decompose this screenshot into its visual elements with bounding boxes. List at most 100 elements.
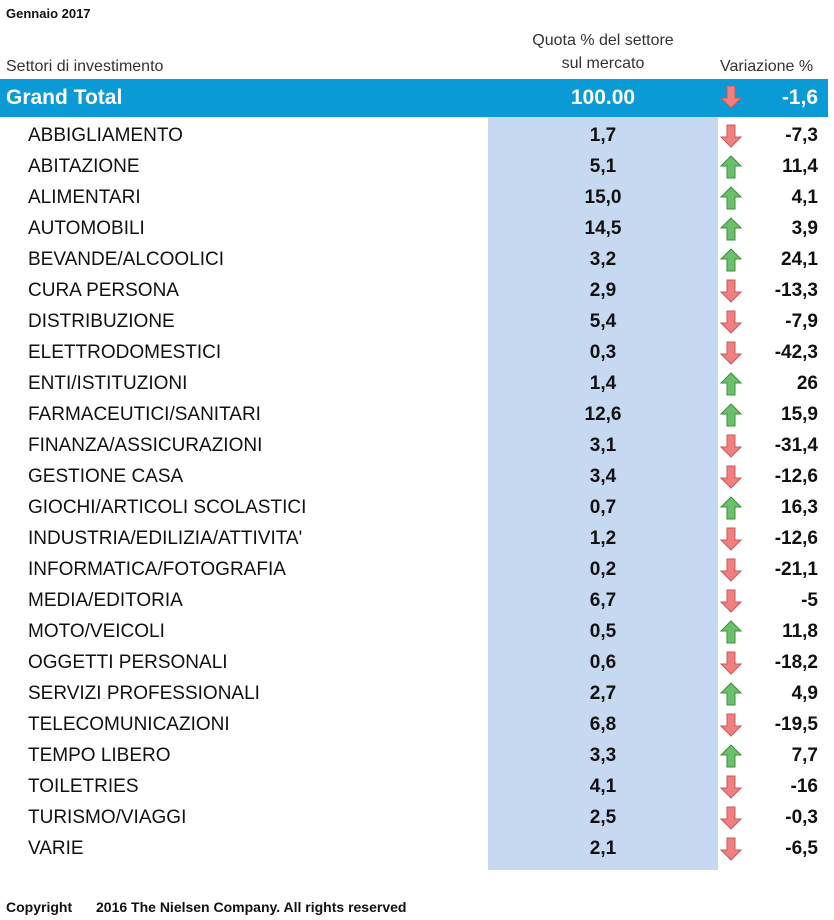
table-row: ALIMENTARI 15,0 4,1 [0, 183, 834, 214]
sector-share: 14,5 [584, 218, 622, 239]
sector-variation: 4,1 [791, 187, 818, 208]
table-row: TOILETRIES 4,1 -16 [0, 772, 834, 803]
table-row: ELETTRODOMESTICI 0,3 -42,3 [0, 338, 834, 369]
report-title: Gennaio 2017 [6, 6, 91, 21]
sector-label: MOTO/VEICOLI [28, 621, 165, 642]
grand-total-share: 100.00 [570, 86, 636, 109]
arrow-up-icon [720, 682, 742, 706]
grand-total-label: Grand Total [6, 86, 123, 109]
sector-label: OGGETTI PERSONALI [28, 652, 228, 673]
sector-share: 1,7 [589, 125, 617, 146]
sector-share: 0,5 [589, 621, 617, 642]
sector-label: TOILETRIES [28, 776, 139, 797]
table-row: ABBIGLIAMENTO 1,7 -7,3 [0, 121, 834, 152]
sector-variation: 15,9 [781, 404, 818, 425]
table-row: DISTRIBUZIONE 5,4 -7,9 [0, 307, 834, 338]
sector-label: ABBIGLIAMENTO [28, 125, 183, 146]
sector-share: 0,2 [589, 559, 617, 580]
table-row: ABITAZIONE 5,1 11,4 [0, 152, 834, 183]
arrow-down-icon [720, 465, 742, 489]
sector-label: DISTRIBUZIONE [28, 311, 175, 332]
sector-share: 5,4 [589, 311, 617, 332]
table-row: GIOCHI/ARTICOLI SCOLASTICI 0,7 16,3 [0, 493, 834, 524]
arrow-down-icon [720, 341, 742, 365]
sector-label: ALIMENTARI [28, 187, 141, 208]
share-column-background [488, 117, 718, 870]
arrow-up-icon [720, 248, 742, 272]
table-row: TELECOMUNICAZIONI 6,8 -19,5 [0, 710, 834, 741]
sector-share: 2,9 [589, 280, 617, 301]
arrow-down-icon [720, 558, 742, 582]
copyright-text: 2016 The Nielsen Company. All rights res… [96, 899, 407, 915]
table-row: OGGETTI PERSONALI 0,6 -18,2 [0, 648, 834, 679]
sector-label: INDUSTRIA/EDILIZIA/ATTIVITA' [28, 528, 303, 549]
sector-variation: 11,4 [782, 156, 818, 177]
column-header-share: Quota % del settore sul mercato [486, 29, 720, 75]
table-row: FINANZA/ASSICURAZIONI 3,1 -31,4 [0, 431, 834, 462]
sector-label: GIOCHI/ARTICOLI SCOLASTICI [28, 497, 307, 518]
arrow-down-icon [720, 124, 742, 148]
table-row: CURA PERSONA 2,9 -13,3 [0, 276, 834, 307]
sector-variation: -7,3 [785, 125, 818, 146]
grand-total-variation: -1,6 [781, 86, 818, 109]
sector-label: FARMACEUTICI/SANITARI [28, 404, 261, 425]
arrow-down-icon [720, 775, 742, 799]
sector-label: CURA PERSONA [28, 280, 179, 301]
sector-share: 3,2 [589, 249, 617, 270]
sector-label: GESTIONE CASA [28, 466, 184, 487]
sector-share: 12,6 [584, 404, 622, 425]
sector-label: AUTOMOBILI [28, 218, 145, 239]
sector-label: ENTI/ISTITUZIONI [28, 373, 188, 394]
arrow-up-icon [720, 620, 742, 644]
sector-variation: -5 [801, 590, 818, 611]
sector-share: 1,2 [589, 528, 617, 549]
sector-variation: -18,2 [774, 652, 818, 673]
table-row: INDUSTRIA/EDILIZIA/ATTIVITA' 1,2 -12,6 [0, 524, 834, 555]
arrow-down-icon [720, 434, 742, 458]
footer: Copyright 2016 The Nielsen Company. All r… [6, 899, 406, 915]
arrow-down-icon [720, 713, 742, 737]
arrow-up-icon [720, 217, 742, 241]
sector-variation: -7,9 [785, 311, 818, 332]
arrow-down-icon [720, 837, 742, 861]
sector-share: 0,3 [589, 342, 617, 363]
sector-share: 5,1 [589, 156, 617, 177]
sector-label: INFORMATICA/FOTOGRAFIA [28, 559, 286, 580]
table-row: VARIE 2,1 -6,5 [0, 834, 834, 865]
sector-share: 0,7 [589, 497, 617, 518]
arrow-up-icon [720, 496, 742, 520]
arrow-down-icon [720, 527, 742, 551]
sector-label: TURISMO/VIAGGI [28, 807, 187, 828]
table-row: MEDIA/EDITORIA 6,7 -5 [0, 586, 834, 617]
sector-share: 1,4 [589, 373, 617, 394]
sector-share: 3,3 [589, 745, 617, 766]
grand-total-row: Grand Total 100.00 -1,6 [0, 79, 828, 117]
sector-label: TEMPO LIBERO [28, 745, 171, 766]
sector-share: 6,8 [589, 714, 617, 735]
table-row: TEMPO LIBERO 3,3 7,7 [0, 741, 834, 772]
sector-variation: 26 [796, 373, 818, 394]
sector-share: 6,7 [589, 590, 617, 611]
table-row: SERVIZI PROFESSIONALI 2,7 4,9 [0, 679, 834, 710]
table-row: FARMACEUTICI/SANITARI 12,6 15,9 [0, 400, 834, 431]
arrow-up-icon [720, 744, 742, 768]
sector-share: 4,1 [589, 776, 617, 797]
table-row: INFORMATICA/FOTOGRAFIA 0,2 -21,1 [0, 555, 834, 586]
sector-variation: -12,6 [774, 466, 818, 487]
arrow-up-icon [720, 155, 742, 179]
sector-label: ABITAZIONE [28, 156, 140, 177]
table-row: TURISMO/VIAGGI 2,5 -0,3 [0, 803, 834, 834]
sector-variation: -16 [790, 776, 818, 797]
arrow-up-icon [720, 186, 742, 210]
arrow-down-icon [720, 589, 742, 613]
table-row: ENTI/ISTITUZIONI 1,4 26 [0, 369, 834, 400]
arrow-down-icon [720, 279, 742, 303]
sector-variation: 11,8 [782, 621, 818, 642]
table-row: GESTIONE CASA 3,4 -12,6 [0, 462, 834, 493]
sector-label: MEDIA/EDITORIA [28, 590, 183, 611]
arrow-down-icon [720, 806, 742, 830]
table-row: BEVANDE/ALCOOLICI 3,2 24,1 [0, 245, 834, 276]
sector-variation: -31,4 [774, 435, 818, 456]
column-header-share-line1: Quota % del settore [532, 32, 674, 49]
sector-label: FINANZA/ASSICURAZIONI [28, 435, 263, 456]
